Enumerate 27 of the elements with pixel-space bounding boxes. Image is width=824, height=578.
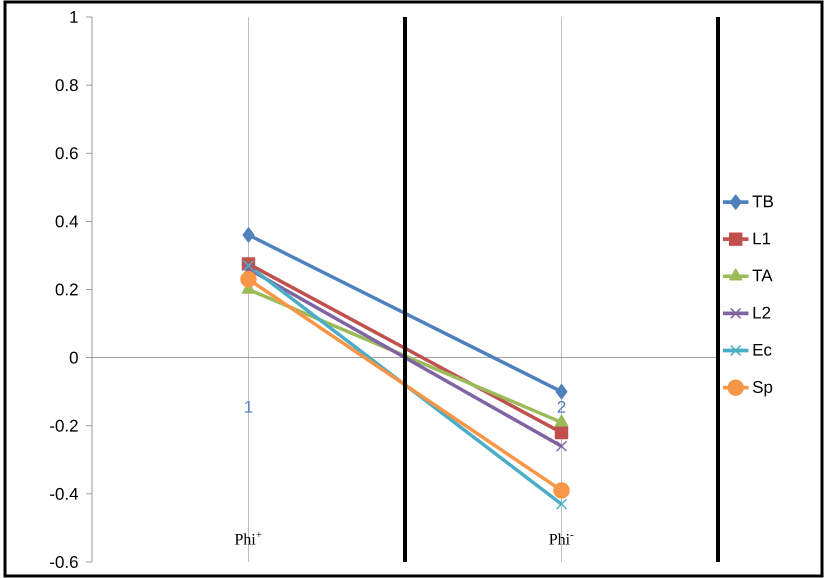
annotation: Phi$^{+}$ [234, 532, 262, 544]
y-tick-label: 0.4 [56, 215, 78, 228]
point [240, 271, 257, 288]
y-tick-label: -0.4 [50, 488, 78, 500]
y-tick-label: 0.8 [56, 79, 78, 92]
y-tick-label: -0.6 [50, 556, 78, 568]
point [553, 482, 570, 499]
y-tick-label: 0 [70, 352, 78, 364]
y-tick-label: 0.6 [56, 147, 78, 160]
point [556, 384, 568, 400]
legend-label: Ec [754, 344, 772, 356]
legend-label: TA [752, 270, 773, 282]
legend-label: TB [752, 196, 773, 208]
y-tick-label: 1 [70, 11, 78, 23]
legend-label: L1 [754, 232, 770, 244]
annotation: Phi$^{-}$ [549, 533, 574, 544]
legend-label: Sp [752, 381, 772, 396]
point [556, 498, 568, 510]
y-tick-label: -0.2 [50, 420, 78, 432]
point [242, 227, 254, 243]
legend-label: L2 [754, 306, 770, 319]
x-tick-label: 2 [558, 400, 566, 413]
y-tick-label: 0.2 [56, 283, 78, 296]
point [556, 440, 568, 452]
point [554, 426, 568, 440]
point [242, 263, 254, 275]
point [242, 260, 254, 272]
